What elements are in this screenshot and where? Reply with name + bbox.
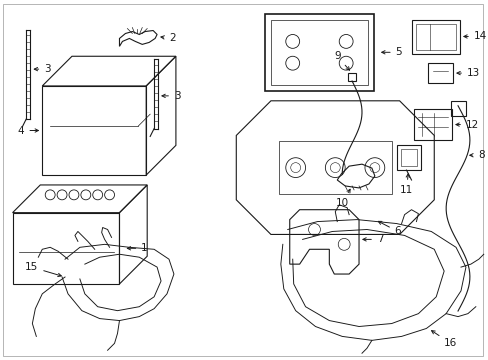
Text: 15: 15 — [25, 262, 61, 276]
Text: 3: 3 — [34, 64, 51, 74]
Text: 6: 6 — [378, 221, 401, 237]
Circle shape — [45, 190, 55, 200]
Text: 16: 16 — [431, 330, 456, 348]
Text: 12: 12 — [455, 120, 478, 130]
Text: 1: 1 — [127, 243, 147, 253]
Text: 5: 5 — [381, 47, 402, 57]
Text: 13: 13 — [456, 68, 479, 78]
Circle shape — [93, 190, 102, 200]
Circle shape — [69, 190, 79, 200]
Circle shape — [57, 190, 67, 200]
Text: 10: 10 — [335, 189, 349, 208]
Text: 14: 14 — [463, 31, 486, 41]
Text: 4: 4 — [18, 126, 39, 135]
Text: 3: 3 — [162, 91, 180, 101]
Text: 8: 8 — [469, 150, 484, 160]
Circle shape — [104, 190, 114, 200]
Text: 7: 7 — [362, 234, 383, 244]
Text: 2: 2 — [161, 33, 175, 44]
Text: 11: 11 — [399, 174, 412, 195]
Text: 9: 9 — [333, 51, 349, 70]
Circle shape — [81, 190, 91, 200]
